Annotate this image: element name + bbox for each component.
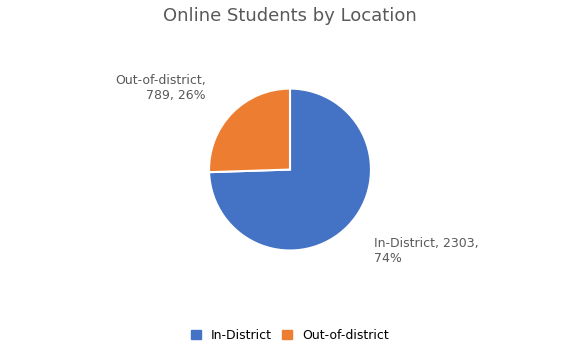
Title: Online Students by Location: Online Students by Location	[163, 7, 417, 25]
Text: Out-of-district,
789, 26%: Out-of-district, 789, 26%	[115, 74, 206, 102]
Wedge shape	[209, 89, 371, 251]
Wedge shape	[209, 89, 290, 172]
Text: In-District, 2303,
74%: In-District, 2303, 74%	[374, 237, 479, 265]
Legend: In-District, Out-of-district: In-District, Out-of-district	[186, 324, 394, 346]
